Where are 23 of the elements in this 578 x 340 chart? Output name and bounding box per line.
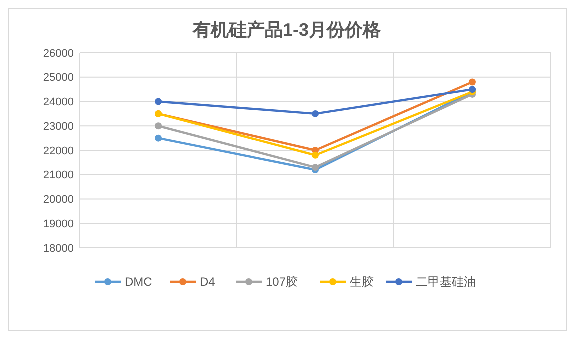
y-tick-label: 20000 xyxy=(43,194,74,206)
y-tick-label: 18000 xyxy=(43,242,74,255)
point xyxy=(469,78,476,86)
y-tick-label: 23000 xyxy=(43,120,74,133)
y-tick-label: 26000 xyxy=(43,48,74,60)
point xyxy=(155,122,162,130)
point xyxy=(155,98,162,106)
y-tick-label: 22000 xyxy=(43,145,74,158)
point xyxy=(469,86,476,94)
y-tick-label: 24000 xyxy=(43,96,74,109)
y-tick-label: 25000 xyxy=(43,72,74,84)
y-tick-label: 21000 xyxy=(43,170,74,182)
y-tick-label: 19000 xyxy=(43,218,74,230)
point xyxy=(312,152,319,159)
legend-label: 生胶 xyxy=(350,275,374,290)
legend-label: 二甲基硅油 xyxy=(416,275,476,290)
legend-label: 107胶 xyxy=(266,275,298,290)
point xyxy=(155,134,162,142)
legend-label: DMC xyxy=(125,275,153,290)
point xyxy=(312,164,319,172)
legend-label: D4 xyxy=(200,275,216,290)
chart-title: 有机硅产品1-3月份价格 xyxy=(192,20,382,40)
point xyxy=(312,110,319,118)
